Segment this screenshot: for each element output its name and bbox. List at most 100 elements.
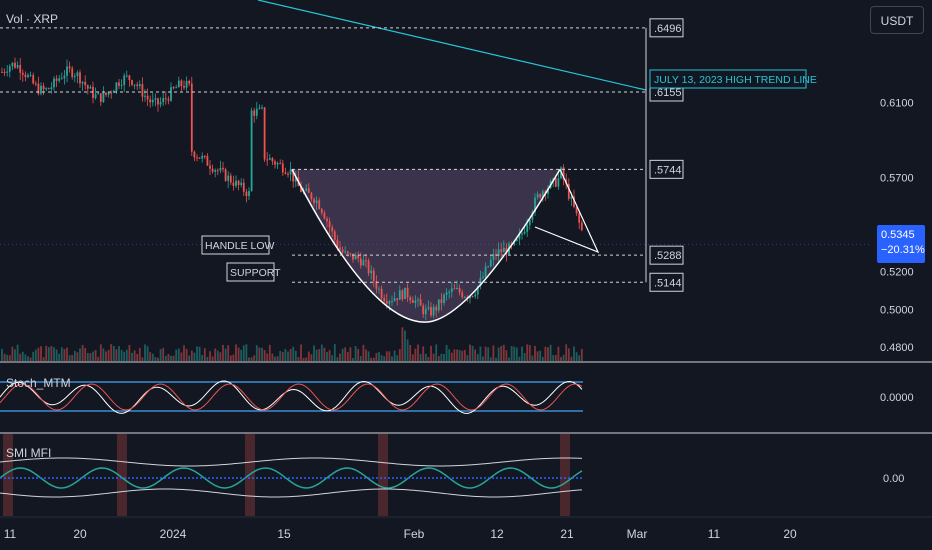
candle-body bbox=[456, 287, 458, 289]
volume-bar bbox=[86, 353, 89, 361]
candle-body bbox=[76, 72, 79, 77]
volume-bar bbox=[505, 350, 508, 361]
volume-bar bbox=[333, 344, 336, 361]
candle-body bbox=[250, 110, 253, 192]
volume-bar bbox=[378, 352, 380, 361]
candle-body bbox=[575, 206, 578, 214]
volume-bar bbox=[357, 349, 360, 361]
volume-bar bbox=[58, 353, 61, 361]
volume-bar bbox=[310, 354, 313, 361]
candle-body bbox=[385, 301, 388, 304]
volume-bar bbox=[141, 357, 144, 361]
volume-bar bbox=[500, 345, 503, 361]
candle-body bbox=[211, 168, 214, 172]
volume-bar bbox=[352, 357, 354, 361]
candle-body bbox=[336, 239, 339, 248]
volume-bar bbox=[255, 345, 258, 361]
candle-body bbox=[229, 175, 232, 183]
candle-body bbox=[414, 300, 417, 303]
candle-body bbox=[313, 199, 315, 204]
volume-bar bbox=[227, 345, 230, 361]
volume-bar bbox=[266, 353, 269, 361]
volume-bar bbox=[383, 356, 386, 361]
volume-bar bbox=[346, 352, 349, 361]
candle-body bbox=[84, 81, 87, 86]
volume-bar bbox=[167, 353, 170, 361]
volume-bar bbox=[68, 355, 71, 361]
volume-bar bbox=[427, 357, 430, 361]
volume-bar bbox=[14, 349, 16, 361]
candle-body bbox=[435, 306, 438, 311]
volume-bar bbox=[248, 357, 250, 361]
support-label: SUPPORT bbox=[230, 267, 281, 279]
volume-bar bbox=[216, 350, 219, 361]
volume-bar bbox=[484, 346, 487, 361]
volume-bar bbox=[50, 346, 53, 361]
candle-body bbox=[71, 68, 74, 77]
candle-body bbox=[196, 157, 198, 159]
trend-line-label: JULY 13, 2023 HIGH TREND LINE bbox=[654, 74, 817, 86]
candle-body bbox=[487, 266, 490, 268]
candle-body bbox=[409, 297, 412, 301]
x-axis-tick: 12 bbox=[490, 527, 504, 541]
volume-bar bbox=[570, 356, 573, 361]
candle-body bbox=[141, 84, 144, 97]
volume-bar bbox=[575, 352, 578, 361]
candle-body bbox=[513, 240, 516, 245]
volume-bar bbox=[396, 355, 399, 361]
volume-bar bbox=[16, 344, 19, 361]
candle-body bbox=[541, 191, 544, 198]
candle-body bbox=[138, 84, 141, 87]
volume-bar bbox=[292, 346, 295, 361]
candle-body bbox=[60, 78, 63, 80]
volume-bar bbox=[175, 349, 178, 361]
volume-bar bbox=[422, 346, 425, 361]
candle-body bbox=[159, 102, 162, 105]
candle-body bbox=[123, 75, 126, 85]
x-axis-tick: 15 bbox=[277, 527, 291, 541]
volume-bar bbox=[131, 352, 133, 361]
volume-bar bbox=[328, 350, 331, 361]
volume-bar bbox=[268, 344, 271, 361]
volume-bar bbox=[391, 356, 393, 361]
volume-bar bbox=[138, 347, 141, 361]
candle-body bbox=[24, 74, 27, 78]
candle-body bbox=[346, 251, 349, 254]
volume-bar bbox=[354, 346, 357, 361]
candle-body bbox=[474, 294, 477, 297]
volume-bar bbox=[196, 346, 198, 361]
candle-body bbox=[469, 295, 471, 299]
volume-bar bbox=[417, 344, 419, 361]
level-label-box bbox=[649, 159, 684, 179]
candle-body bbox=[411, 300, 414, 303]
volume-bar bbox=[84, 347, 87, 361]
currency-button[interactable]: USDT bbox=[870, 6, 924, 34]
volume-bar bbox=[118, 346, 120, 361]
candle-body bbox=[331, 227, 334, 232]
volume-bar bbox=[437, 356, 440, 361]
volume-bar bbox=[388, 351, 391, 361]
volume-bar bbox=[37, 347, 40, 361]
volume-bar bbox=[53, 347, 55, 361]
last-price-change: −20.31% bbox=[881, 244, 925, 256]
last-price-tag: 0.5345 −20.31% bbox=[877, 225, 925, 263]
volume-bar bbox=[3, 353, 6, 361]
candle-body bbox=[471, 295, 474, 297]
volume-bar bbox=[526, 344, 529, 361]
candle-body bbox=[326, 218, 328, 222]
candle-body bbox=[224, 169, 227, 181]
candle-body bbox=[437, 299, 440, 311]
volume-bar bbox=[27, 356, 29, 361]
volume-bar bbox=[497, 347, 500, 361]
candle-body bbox=[422, 305, 425, 315]
candle-body bbox=[110, 92, 113, 94]
volume-bar bbox=[367, 351, 370, 361]
candle-body bbox=[432, 306, 435, 316]
candle-body bbox=[515, 239, 518, 241]
smi-highlight-bar bbox=[560, 434, 570, 516]
candle-body bbox=[227, 175, 230, 181]
candle-body bbox=[333, 231, 336, 240]
cup-fill bbox=[292, 169, 560, 323]
